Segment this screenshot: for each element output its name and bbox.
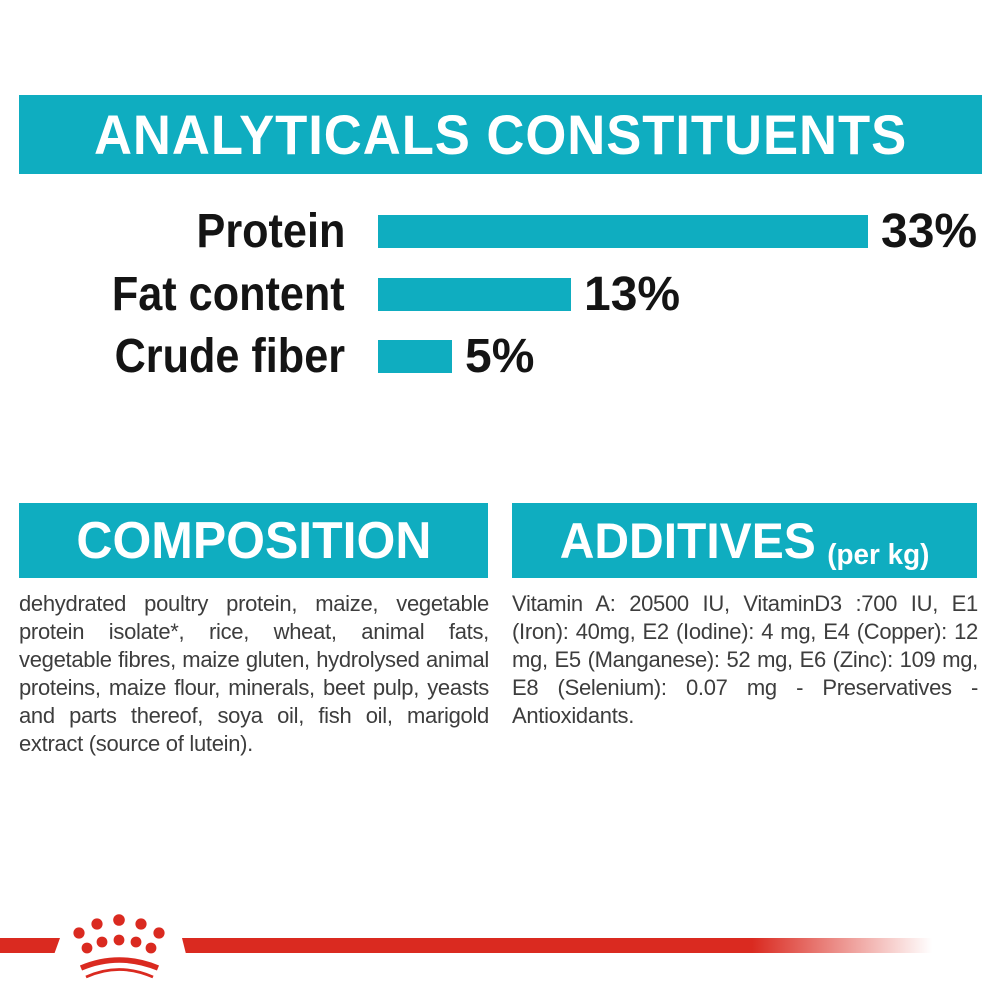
chart-value-label: 5% <box>465 330 535 383</box>
chart-category-label: Protein <box>196 205 345 258</box>
chart-bar <box>378 215 868 248</box>
additives-unit: (per kg) <box>827 538 930 571</box>
additives-text: Vitamin A: 20500 IU, VitaminD3 :700 IU, … <box>512 591 978 728</box>
chart-bar <box>378 278 571 311</box>
nutrition-chart: Protein 33% Fat content 13% Crude fiber 5% <box>0 205 1000 383</box>
composition-text: dehydrated poultry protein, maize, veget… <box>19 591 489 756</box>
composition-title: COMPOSITION <box>75 511 431 570</box>
chart-row: Protein 33% <box>0 205 978 258</box>
chart-row: Fat content 13% <box>0 268 681 321</box>
red-ribbon-right <box>182 938 932 953</box>
chart-category-label: Crude fiber <box>114 330 345 383</box>
additives-banner: ADDITIVES (per kg) <box>512 503 977 578</box>
royal-canin-crown-icon <box>73 914 165 979</box>
chart-value-label: 33% <box>881 205 978 258</box>
red-ribbon-left <box>0 938 60 953</box>
analyticals-banner: ANALYTICALS CONSTITUENTS <box>19 95 982 174</box>
analyticals-title: ANALYTICALS CONSTITUENTS <box>93 103 908 166</box>
chart-value-label: 13% <box>584 268 681 321</box>
chart-bar <box>378 340 452 373</box>
composition-banner: COMPOSITION <box>19 503 488 578</box>
additives-title: ADDITIVES <box>559 512 816 569</box>
chart-category-label: Fat content <box>112 268 345 321</box>
chart-row: Crude fiber 5% <box>0 330 535 383</box>
